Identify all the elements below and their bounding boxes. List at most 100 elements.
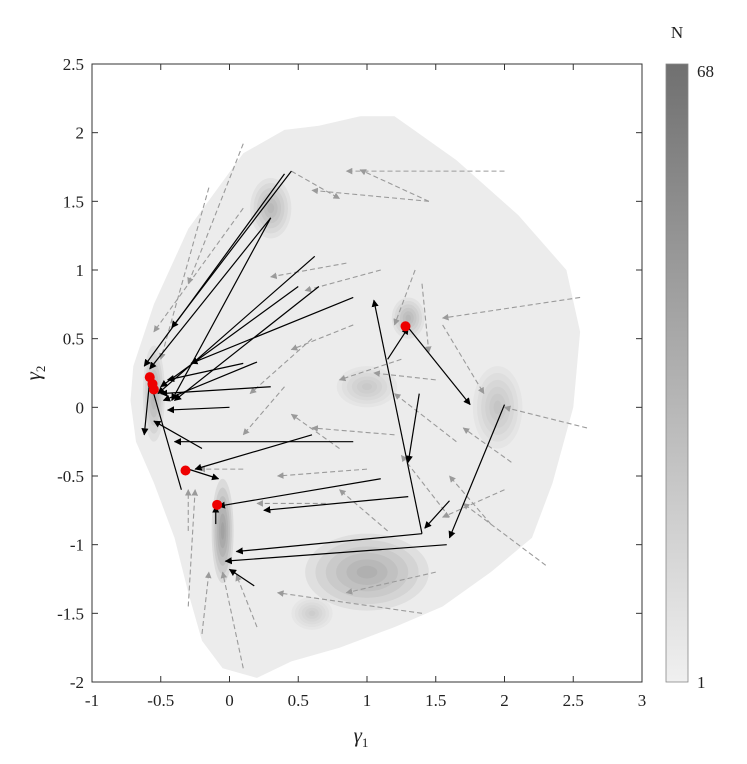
solid-arrow xyxy=(171,217,272,402)
dashed-arrow xyxy=(159,187,210,360)
solid-arrow xyxy=(143,173,285,367)
colorbar-title: N xyxy=(671,23,683,42)
dashed-arrow xyxy=(311,425,395,436)
dashed-arrow xyxy=(270,262,347,280)
red-point xyxy=(180,465,191,476)
dashed-arrow xyxy=(276,590,423,614)
solid-arrow xyxy=(235,533,423,555)
dashed-arrow xyxy=(290,413,340,449)
solid-arrow xyxy=(157,255,316,395)
density-peak xyxy=(250,177,292,239)
x-tick-label: -1 xyxy=(85,691,99,710)
solid-arrow xyxy=(173,286,320,401)
solid-arrow xyxy=(148,379,182,490)
red-point xyxy=(400,321,411,332)
y-tick-label: 0.5 xyxy=(63,330,84,349)
dashed-arrow xyxy=(393,269,416,326)
dashed-arrow xyxy=(153,207,244,333)
solid-arrow xyxy=(407,327,471,406)
y-tick-label: 0 xyxy=(76,398,85,417)
dashed-arrow xyxy=(359,169,430,202)
density-peak xyxy=(472,366,523,449)
x-tick-label: 1 xyxy=(363,691,372,710)
x-tick-label: 1.5 xyxy=(425,691,446,710)
colorbar-max-label: 68 xyxy=(697,62,714,81)
solid-arrow xyxy=(224,544,447,565)
x-tick-label: 2 xyxy=(500,691,509,710)
dashed-arrow xyxy=(373,370,436,381)
dashed-arrow xyxy=(503,405,588,429)
solid-arrow xyxy=(188,468,220,481)
y-axis-ticks: -2 -1.5 -1 -0.5 0 0.5 1 1.5 2 2.5 xyxy=(57,55,642,692)
dashed-arrow xyxy=(345,571,436,595)
solid-arrow xyxy=(217,478,381,509)
density-region xyxy=(130,116,581,678)
dashed-arrow xyxy=(421,283,432,354)
dashed-arrow xyxy=(187,489,199,607)
colorbar-min-label: 1 xyxy=(697,673,706,692)
dashed-arrow xyxy=(291,170,341,200)
dashed-arrow xyxy=(290,324,354,351)
dashed-arrow xyxy=(462,503,547,566)
solid-arrow xyxy=(149,217,272,370)
solid-arrow xyxy=(166,406,230,414)
x-tick-label: 2.5 xyxy=(563,691,584,710)
y-tick-label: 1 xyxy=(76,261,85,280)
x-tick-label: 0 xyxy=(225,691,234,710)
y-tick-label: -0.5 xyxy=(57,467,84,486)
dashed-arrow xyxy=(311,187,429,202)
solid-arrow xyxy=(141,379,151,436)
density-peak xyxy=(336,366,398,408)
colorbar: N 68 1 xyxy=(665,23,714,692)
y-tick-label: 2.5 xyxy=(63,55,84,74)
y-tick-label: -1 xyxy=(70,536,84,555)
dashed-trajectories xyxy=(153,143,588,669)
y-axis-label: γ2 xyxy=(21,366,48,381)
x-tick-label: -0.5 xyxy=(147,691,174,710)
x-tick-label: 3 xyxy=(638,691,647,710)
density-peak xyxy=(391,297,425,339)
dashed-arrow xyxy=(276,468,368,479)
y-tick-label: -1.5 xyxy=(57,604,84,623)
solid-arrow xyxy=(405,393,420,463)
dashed-arrow xyxy=(338,358,402,382)
solid-arrow xyxy=(228,568,255,587)
colorbar-gradient xyxy=(665,63,689,683)
red-points xyxy=(144,321,411,510)
dashed-arrow xyxy=(393,393,457,443)
density-peak xyxy=(211,478,234,584)
dashed-arrow xyxy=(338,489,388,532)
solid-arrow xyxy=(371,299,423,534)
solid-arrow xyxy=(162,361,258,402)
solid-arrow xyxy=(190,296,354,365)
dashed-arrow xyxy=(201,571,212,634)
solid-arrow xyxy=(160,386,271,397)
dashed-arrow xyxy=(220,571,244,669)
solid-arrow xyxy=(387,327,409,360)
y-tick-label: 1.5 xyxy=(63,192,84,211)
dashed-arrow xyxy=(242,386,285,436)
red-point xyxy=(212,499,223,510)
dashed-arrow xyxy=(235,574,258,628)
density-peak xyxy=(291,596,333,630)
solid-arrow xyxy=(153,420,203,450)
dashed-arrow xyxy=(400,454,450,518)
solid-arrow xyxy=(166,362,244,383)
solid-arrow xyxy=(448,404,506,539)
solid-trajectories xyxy=(141,170,506,587)
solid-arrow xyxy=(194,434,313,471)
red-point xyxy=(148,384,159,395)
x-axis-label: γ1 xyxy=(354,723,369,750)
dashed-arrow xyxy=(249,338,313,395)
y-tick-label: -2 xyxy=(70,673,84,692)
dashed-arrow xyxy=(442,324,485,395)
dashed-arrow xyxy=(187,143,244,285)
solid-arrow xyxy=(263,496,409,514)
dashed-arrow xyxy=(449,475,492,525)
dashed-arrow xyxy=(462,427,512,463)
dashed-arrow xyxy=(441,296,581,321)
solid-arrow xyxy=(424,500,450,529)
x-tick-label: 0.5 xyxy=(288,691,309,710)
x-axis-ticks: -1 -0.5 0 0.5 1 1.5 2 2.5 3 xyxy=(85,64,646,710)
